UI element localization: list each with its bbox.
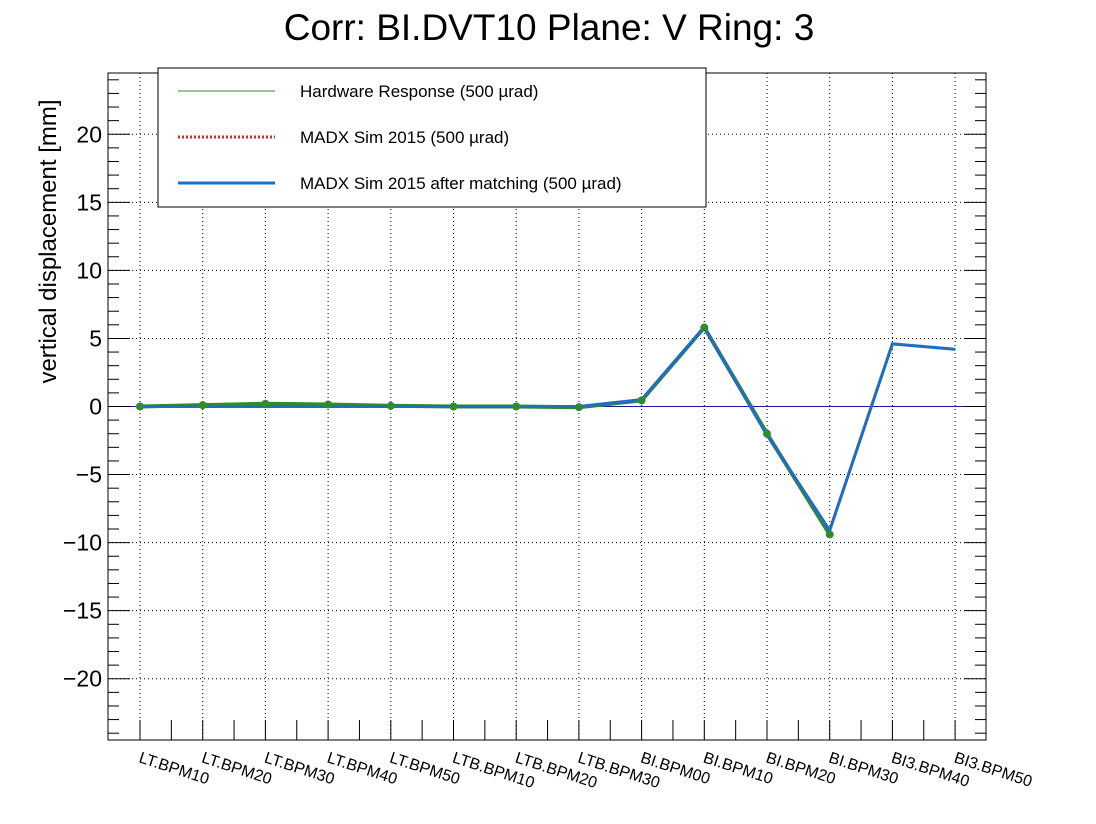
x-tick-label: BI.BPM30 bbox=[826, 750, 900, 788]
x-tick-label: LT.BPM30 bbox=[262, 750, 336, 789]
data-point-hardware bbox=[700, 323, 709, 332]
data-point-hardware bbox=[261, 399, 270, 408]
data-point-hardware bbox=[449, 402, 458, 411]
y-tick-label: 0 bbox=[89, 394, 102, 420]
legend: Hardware Response (500 µrad) MADX Sim 20… bbox=[157, 67, 707, 208]
y-tick-label: −5 bbox=[76, 462, 102, 488]
y-axis: −20 −15 −10 −5 0 5 10 15 20 bbox=[63, 79, 986, 734]
x-tick-label: LT.BPM40 bbox=[325, 750, 399, 789]
x-tick-label: LT.BPM50 bbox=[388, 750, 462, 789]
legend-label-madx-matched: MADX Sim 2015 after matching (500 µrad) bbox=[300, 174, 622, 193]
y-tick-label: 15 bbox=[76, 189, 102, 215]
y-tick-label: 20 bbox=[76, 121, 102, 147]
y-tick-label: −10 bbox=[63, 530, 102, 556]
x-tick-label: LT.BPM10 bbox=[137, 750, 211, 789]
series-line-hardware bbox=[139, 324, 832, 536]
data-point-hardware bbox=[637, 396, 646, 405]
data-point-hardware bbox=[512, 402, 521, 411]
data-point-hardware bbox=[198, 401, 207, 410]
y-tick-label: −20 bbox=[63, 666, 102, 692]
data-point-hardware bbox=[324, 400, 333, 409]
y-tick-label: −15 bbox=[63, 598, 102, 624]
data-point-hardware bbox=[574, 403, 583, 412]
data-point-hardware bbox=[763, 429, 771, 438]
y-tick-label: 5 bbox=[89, 325, 102, 351]
x-axis: LT.BPM10LT.BPM20LT.BPM30LT.BPM40LT.BPM50… bbox=[137, 720, 1034, 792]
y-tick-label: 10 bbox=[76, 257, 102, 283]
x-tick-label: BI.BPM10 bbox=[701, 750, 775, 788]
series-line-madx-matched bbox=[140, 324, 956, 534]
chart-title: Corr: BI.DVT10 Plane: V Ring: 3 bbox=[284, 7, 815, 48]
series-line-madx bbox=[140, 324, 956, 534]
series-layer bbox=[136, 323, 956, 539]
y-axis-label: vertical displacement [mm] bbox=[35, 99, 62, 383]
legend-label-madx: MADX Sim 2015 (500 µrad) bbox=[300, 128, 509, 147]
x-tick-label: BI.BPM20 bbox=[764, 750, 838, 788]
data-point-hardware bbox=[386, 401, 395, 410]
legend-label-hardware: Hardware Response (500 µrad) bbox=[300, 82, 538, 101]
data-point-hardware bbox=[136, 402, 144, 411]
data-point-hardware bbox=[825, 530, 834, 539]
x-tick-label: LT.BPM20 bbox=[199, 750, 273, 789]
